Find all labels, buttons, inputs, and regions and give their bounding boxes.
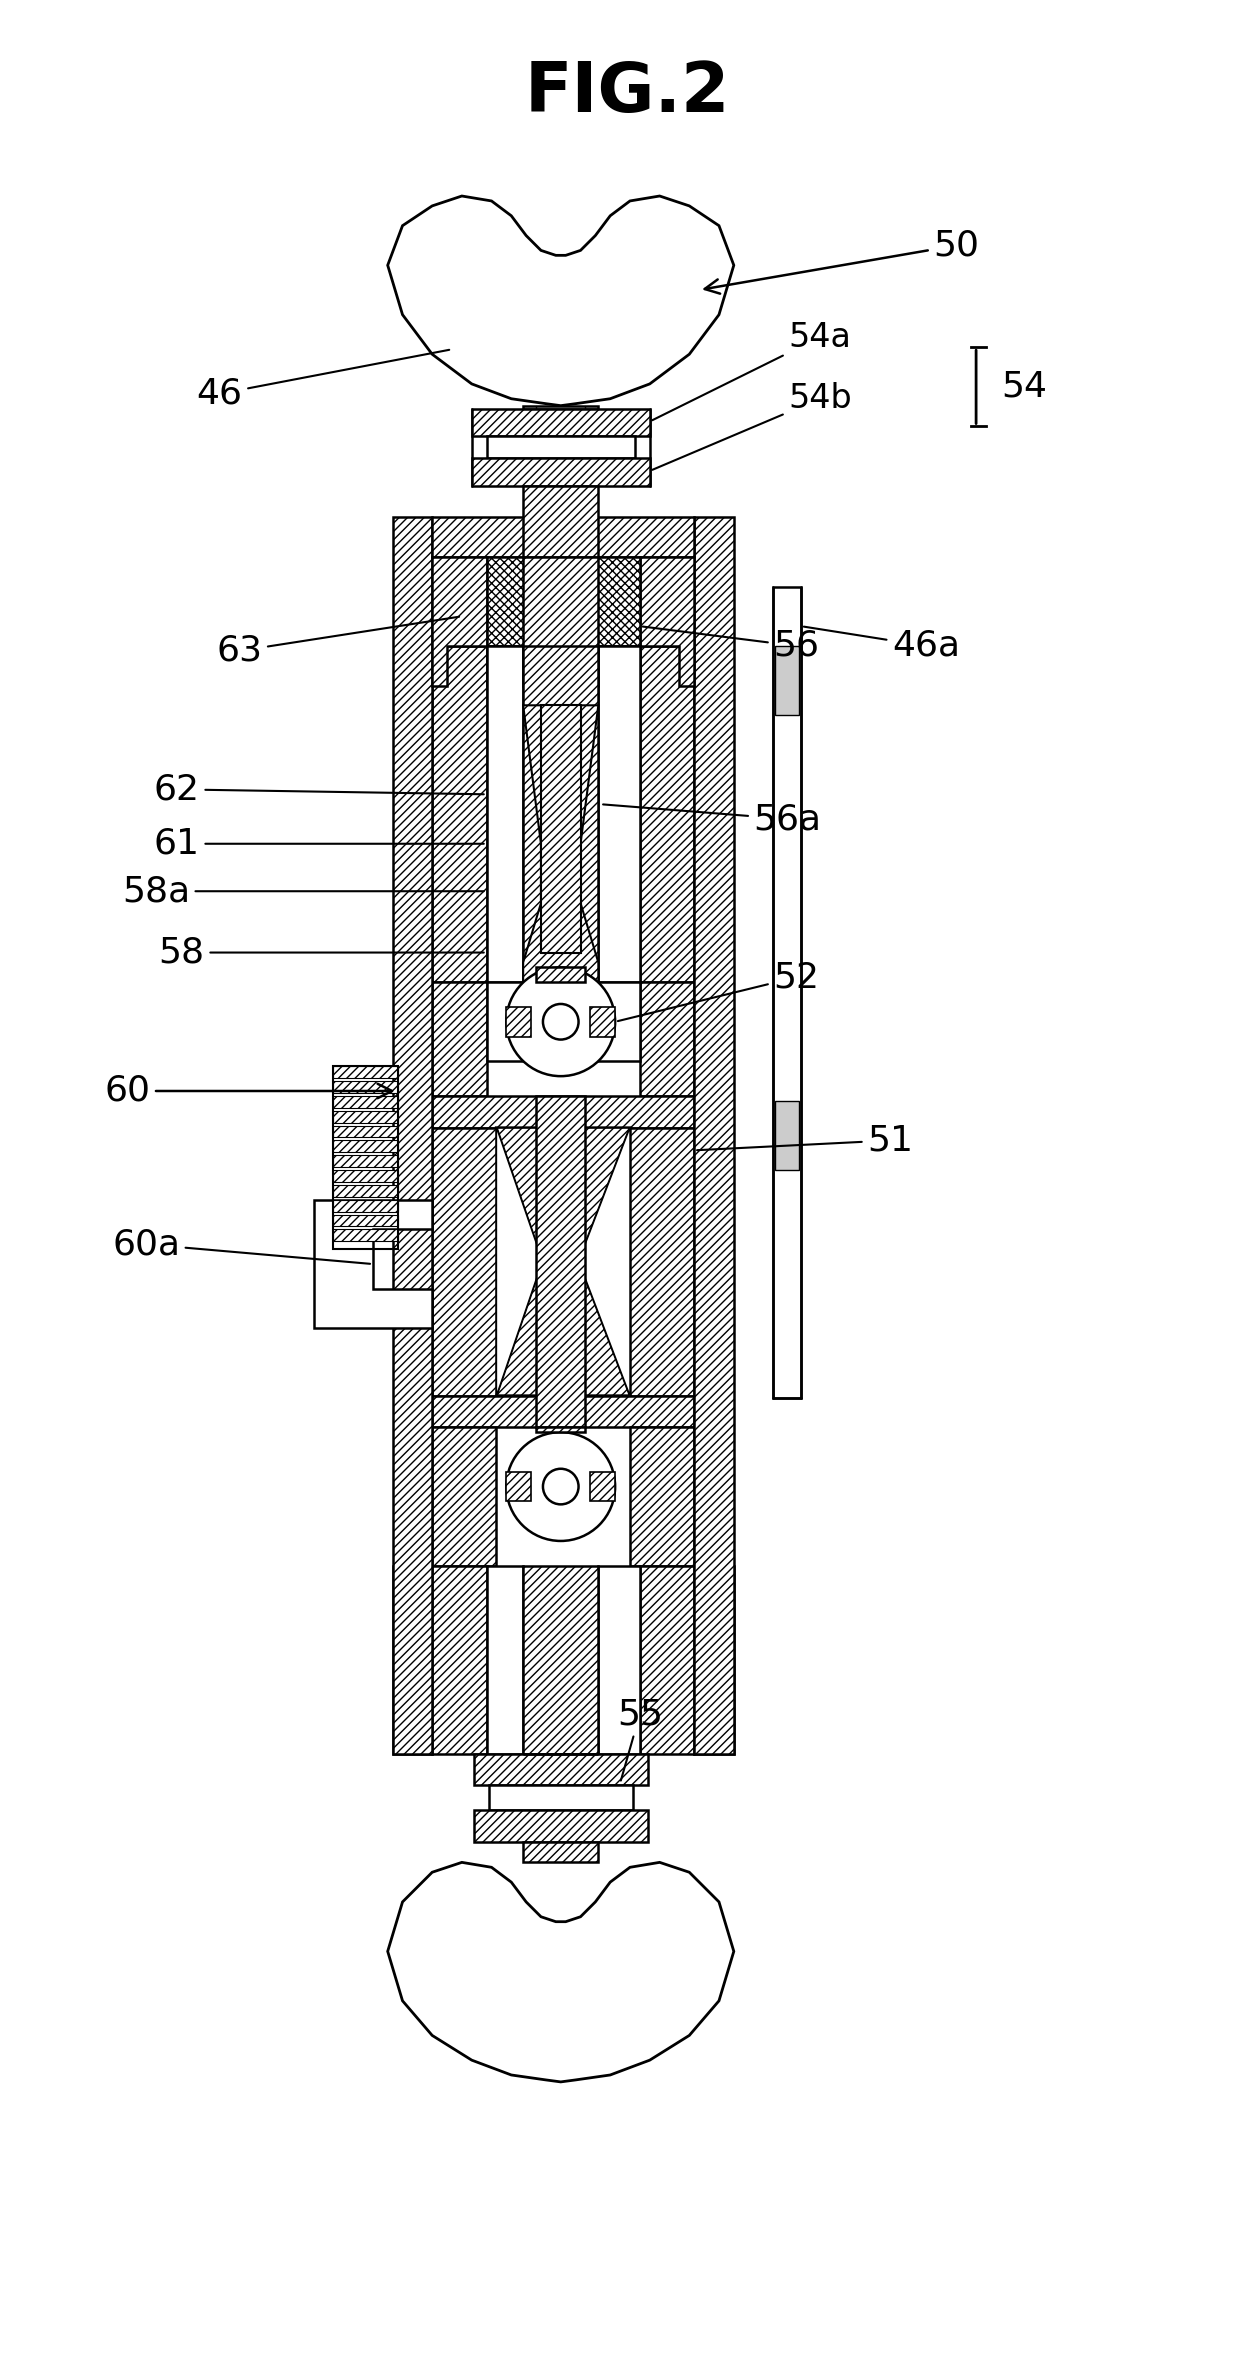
Bar [536,1097,586,1427]
Polygon shape [497,1128,630,1397]
Bar [640,981,694,1097]
Bar [487,557,640,646]
Bar [334,1066,398,1250]
Bar [487,646,640,686]
Bar [523,486,599,557]
Bar [432,1397,694,1427]
Bar [523,646,599,981]
Bar [599,1566,640,1753]
Text: 54a: 54a [653,321,851,420]
Bar [773,587,801,1397]
Text: 46a: 46a [803,627,960,663]
Bar [473,1753,648,1786]
Bar [334,1201,398,1213]
Bar [487,646,523,981]
Bar [334,1229,398,1241]
Polygon shape [497,1128,538,1397]
Bar [473,1809,648,1842]
Bar [393,517,432,1753]
Bar [432,1097,694,1128]
Polygon shape [506,1472,531,1500]
Bar [334,1156,398,1168]
Bar [487,981,523,1062]
Text: 55: 55 [617,1696,663,1781]
Polygon shape [506,1007,531,1036]
Bar [630,1128,694,1397]
Bar [334,1184,398,1196]
Bar [334,1066,398,1078]
Bar [432,646,487,981]
Bar [334,1125,398,1137]
Bar [523,1566,599,1753]
Bar [487,1566,523,1753]
Bar [541,705,581,953]
Circle shape [543,1005,579,1040]
Polygon shape [432,557,487,686]
Text: 61: 61 [154,826,483,861]
Text: FIG.2: FIG.2 [525,59,729,125]
Bar [334,1097,398,1109]
Text: 60a: 60a [112,1227,370,1264]
Bar [393,1566,432,1753]
Bar [432,981,487,1097]
Polygon shape [590,1472,615,1500]
Polygon shape [314,1201,432,1328]
Bar [432,1128,497,1397]
Circle shape [543,1470,579,1505]
Text: 54: 54 [1000,370,1047,403]
Bar [334,1111,398,1123]
Bar [694,1566,734,1753]
Text: 63: 63 [216,616,459,668]
Polygon shape [590,1007,615,1036]
Bar [599,646,640,981]
Bar [334,1080,398,1092]
Bar [776,646,799,715]
Polygon shape [582,1128,630,1397]
Bar [472,458,650,486]
Bar [472,408,650,436]
Bar [694,517,734,1753]
Bar [523,557,599,686]
Bar [640,1566,694,1753]
Text: 56: 56 [643,627,820,663]
Circle shape [506,1432,615,1540]
Bar [523,406,599,408]
Polygon shape [388,1861,734,2083]
Polygon shape [388,196,734,406]
Text: 60: 60 [104,1073,392,1109]
Bar [488,1786,633,1809]
Polygon shape [640,557,694,686]
Bar [536,1427,586,1432]
Bar [776,1102,799,1170]
Text: 50: 50 [705,229,979,293]
Text: 54b: 54b [653,382,852,469]
Bar [334,1139,398,1151]
Bar [432,1427,497,1566]
Bar [523,1842,599,1861]
Text: 46: 46 [197,349,449,410]
Polygon shape [523,705,599,1003]
Bar [487,436,635,458]
Bar [536,967,586,981]
Bar [334,1215,398,1227]
Bar [630,1427,694,1566]
Bar [599,981,640,1062]
Text: 62: 62 [154,771,483,807]
Text: 58a: 58a [122,875,483,908]
Bar [432,517,694,557]
Text: 51: 51 [697,1123,914,1158]
Text: 56a: 56a [604,802,822,835]
Text: 58: 58 [158,937,483,970]
Bar [334,1170,398,1182]
Text: 52: 52 [617,960,820,1021]
Circle shape [506,967,615,1076]
Bar [432,1566,487,1753]
Bar [640,646,694,981]
